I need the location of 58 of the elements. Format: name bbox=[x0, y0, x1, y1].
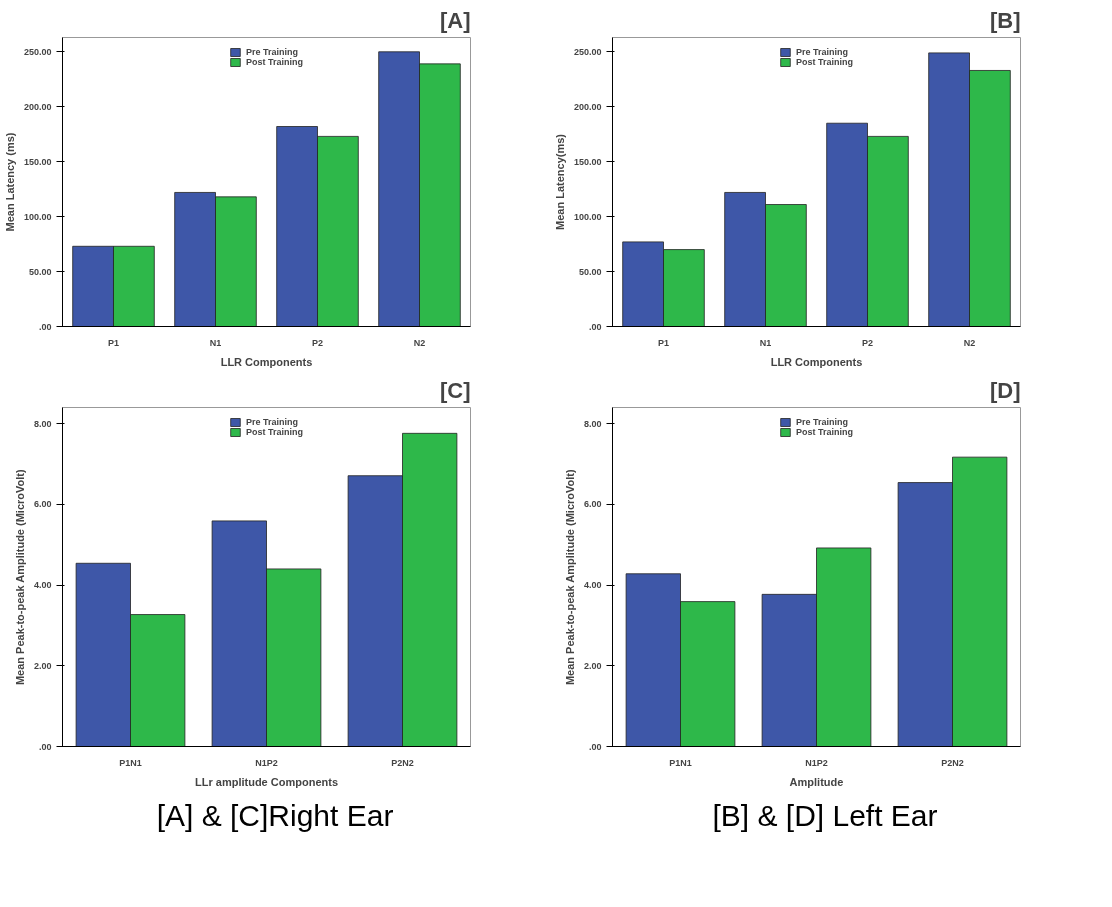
y-tick-label: .00 bbox=[38, 321, 52, 332]
legend-label: Post Training bbox=[795, 57, 854, 67]
y-tick-label: 6.00 bbox=[33, 499, 52, 510]
y-tick-label: 150.00 bbox=[573, 156, 602, 167]
chart-title: [D] bbox=[989, 377, 1021, 403]
x-axis-title: LLr amplitude Components bbox=[195, 775, 338, 788]
y-tick-label: 4.00 bbox=[583, 580, 602, 591]
x-tick-label: P2 bbox=[862, 337, 874, 348]
y-axis-title: Mean Peak-to-peak Amplitude (MicroVolt) bbox=[563, 468, 576, 686]
x-tick-label: P1 bbox=[658, 337, 670, 348]
legend-label: Post Training bbox=[245, 57, 304, 67]
y-tick-label: 4.00 bbox=[33, 580, 52, 591]
y-tick-label: 50.00 bbox=[578, 266, 602, 277]
y-tick-label: 150.00 bbox=[23, 156, 52, 167]
text: [A] & [C]Right Ear bbox=[156, 798, 394, 834]
x-tick-label: P2N2 bbox=[391, 757, 414, 768]
x-tick-label: N1 bbox=[759, 337, 772, 348]
chart-title: [C] bbox=[439, 377, 471, 403]
y-tick-label: .00 bbox=[588, 741, 602, 752]
x-axis-title: LLR Components bbox=[220, 355, 313, 368]
y-tick-label: 100.00 bbox=[23, 211, 52, 222]
legend-label: Post Training bbox=[795, 427, 854, 437]
x-tick-label: P1N1 bbox=[669, 757, 692, 768]
y-tick-label: 100.00 bbox=[573, 211, 602, 222]
x-axis-title: LLR Components bbox=[770, 355, 863, 368]
legend-label: Pre Training bbox=[245, 417, 299, 427]
y-tick-label: 2.00 bbox=[33, 660, 52, 671]
y-tick-label: 200.00 bbox=[23, 101, 52, 112]
y-tick-label: 50.00 bbox=[28, 266, 52, 277]
x-tick-label: N1P2 bbox=[255, 757, 278, 768]
legend-label: Pre Training bbox=[795, 417, 849, 427]
y-tick-label: 200.00 bbox=[573, 101, 602, 112]
y-tick-label: 250.00 bbox=[573, 46, 602, 57]
y-tick-label: 8.00 bbox=[33, 418, 52, 429]
x-tick-label: N2 bbox=[963, 337, 976, 348]
y-tick-label: 2.00 bbox=[583, 660, 602, 671]
text: [B] & [D] Left Ear bbox=[712, 798, 938, 834]
x-tick-label: N1P2 bbox=[805, 757, 828, 768]
y-tick-label: .00 bbox=[588, 321, 602, 332]
x-axis-title: Amplitude bbox=[789, 775, 844, 788]
chart-title: [B] bbox=[989, 7, 1021, 33]
x-tick-label: P2 bbox=[312, 337, 324, 348]
x-tick-label: N1 bbox=[209, 337, 222, 348]
y-tick-label: 250.00 bbox=[23, 46, 52, 57]
x-tick-label: P2N2 bbox=[941, 757, 964, 768]
legend-label: Pre Training bbox=[795, 47, 849, 57]
x-tick-label: N2 bbox=[413, 337, 426, 348]
y-tick-label: .00 bbox=[38, 741, 52, 752]
x-tick-label: P1 bbox=[108, 337, 120, 348]
y-tick-label: 8.00 bbox=[583, 418, 602, 429]
legend-label: Post Training bbox=[245, 427, 304, 437]
chart-title: [A] bbox=[439, 7, 471, 33]
y-axis-title: Mean Peak-to-peak Amplitude (MicroVolt) bbox=[13, 468, 26, 686]
y-axis-title: Mean Latency (ms) bbox=[3, 132, 16, 232]
y-tick-label: 6.00 bbox=[583, 499, 602, 510]
y-axis-title: Mean Latency(ms) bbox=[553, 133, 566, 230]
x-tick-label: P1N1 bbox=[119, 757, 142, 768]
legend-label: Pre Training bbox=[245, 47, 299, 57]
